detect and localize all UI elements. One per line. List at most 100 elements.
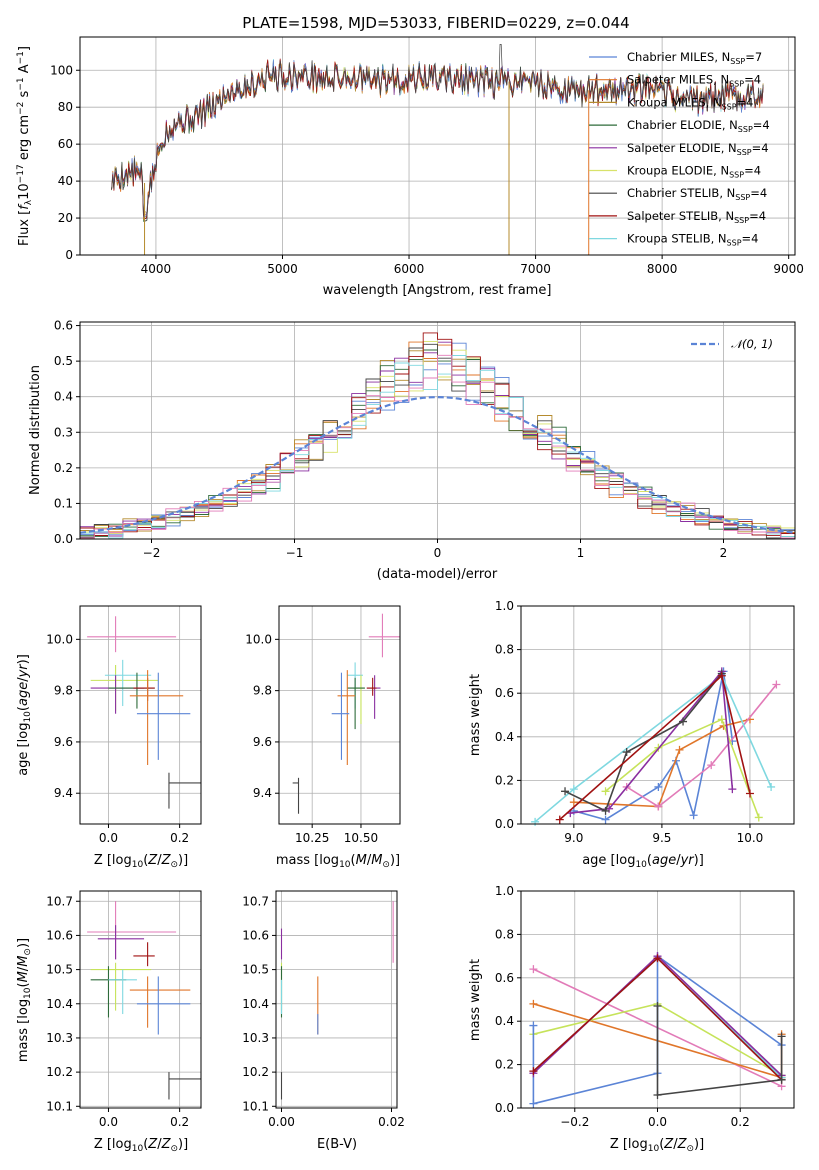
mass-vs-ebv-panel: 0.00 0.02 10.1 10.2 10.3 10.4 10.5 10.6 10.7 E(B… — [242, 890, 405, 1152]
spectrum-xlabel: wavelength [Angstrom, rest frame] — [323, 283, 552, 298]
y-tick-label: 0.6 — [54, 319, 73, 333]
data-point-marker — [675, 745, 684, 754]
error-bar-point — [90, 966, 127, 1018]
x-tick-label: 0.00 — [268, 1115, 295, 1129]
data-point-marker — [745, 789, 754, 798]
mass-z-ylabel: mass [log10(M/M⊙)] — [16, 938, 33, 1062]
x-tick-label: 6000 — [394, 262, 425, 276]
y-tick-label: 10.5 — [242, 963, 269, 977]
weight-age-ylabel: mass weight — [468, 674, 483, 756]
data-point-marker — [717, 715, 726, 724]
legend-entry: Chabrier MILES, NSSP=7 — [627, 50, 762, 66]
y-tick-label: 0.4 — [495, 730, 514, 744]
x-tick-label: 4000 — [141, 262, 172, 276]
y-tick-label: 0.6 — [495, 686, 514, 700]
error-bar-point — [129, 670, 184, 766]
data-point-marker — [728, 785, 737, 794]
y-tick-label: 20 — [58, 211, 73, 225]
y-tick-label: 9.4 — [54, 786, 73, 800]
residual-histogram-panel: −2 −1 0 1 2 0.0 0.1 0.2 0.3 0.4 0.5 0.6 (data-model… — [28, 319, 796, 582]
y-tick-label: 0.0 — [495, 817, 514, 831]
x-tick-label: 7000 — [520, 262, 551, 276]
error-bar-point — [129, 976, 191, 1028]
data-point-marker — [777, 1032, 786, 1041]
error-bar-point — [133, 942, 155, 967]
data-point-marker — [569, 785, 578, 794]
weight-age-xlabel: age [log10(age/yr)] — [582, 853, 704, 870]
y-tick-label: 9.4 — [253, 786, 272, 800]
error-bar-point — [87, 901, 177, 960]
data-point-marker — [707, 761, 716, 770]
legend-entry: Salpeter STELIB, NSSP=4 — [627, 209, 766, 225]
y-tick-label: 10.5 — [46, 963, 73, 977]
y-tick-label: 100 — [50, 63, 73, 77]
legend-entry: Chabrier ELODIE, NSSP=4 — [627, 118, 770, 134]
y-tick-label: 0.5 — [54, 354, 73, 368]
mass-weight-series — [569, 667, 737, 824]
spectrum-ylabel: Flux [fλ10−17 erg cm−2 s−1 A−1] — [16, 46, 34, 246]
y-tick-label: 10.2 — [242, 1065, 269, 1079]
weight-z-ylabel: mass weight — [468, 959, 483, 1041]
data-point-marker — [555, 815, 564, 824]
y-tick-label: 0.8 — [495, 927, 514, 941]
data-point-marker — [622, 748, 631, 757]
error-bar-point — [366, 675, 381, 719]
x-tick-label: 10.50 — [344, 831, 378, 845]
data-point-marker — [529, 999, 538, 1008]
x-tick-label: 10.0 — [737, 831, 764, 845]
data-point-marker — [601, 787, 610, 796]
data-point-marker — [653, 1002, 662, 1011]
normal-legend-label: 𝒩(0, 1) — [731, 337, 773, 351]
x-tick-label: 5000 — [267, 262, 298, 276]
weight-vs-metallicity-panel: −0.2 0.0 0.2 0.0 0.2 0.4 0.6 0.8 1.0 Z [log10(Z/… — [468, 884, 795, 1154]
weight-z-xlabel: Z [log10(Z/Z⊙)] — [610, 1137, 704, 1154]
y-tick-label: 0.4 — [54, 390, 73, 404]
y-tick-label: 10.0 — [245, 632, 272, 646]
y-tick-label: 0 — [65, 248, 73, 262]
y-tick-label: 80 — [58, 100, 73, 114]
y-tick-label: 0.3 — [54, 425, 73, 439]
y-tick-label: 1.0 — [495, 599, 514, 613]
y-tick-label: 10.3 — [46, 1031, 73, 1045]
error-bar-point — [104, 659, 152, 707]
age-z-ylabel: age [log10(age/yr)] — [16, 654, 33, 776]
figure-title: PLATE=1598, MJD=53033, FIBERID=0229, z=0… — [242, 14, 629, 32]
histogram-ylabel: Normed distribution — [28, 365, 43, 495]
data-point-marker — [529, 1021, 538, 1030]
data-point-marker — [654, 782, 663, 791]
mass-weight-series — [566, 667, 737, 818]
data-point-marker — [717, 671, 726, 680]
data-point-marker — [689, 811, 698, 820]
x-tick-label: 0 — [434, 546, 442, 560]
y-tick-label: 0.6 — [495, 971, 514, 985]
y-tick-label: 0.1 — [54, 496, 73, 510]
mass-weight-series — [601, 715, 763, 822]
residual-histogram-step — [80, 355, 795, 539]
x-tick-label: 0.2 — [731, 1115, 750, 1129]
error-bar-point — [108, 969, 137, 1015]
data-point-marker — [601, 815, 610, 824]
legend-entry: Kroupa STELIB, NSSP=4 — [627, 232, 758, 248]
y-tick-label: 9.6 — [54, 735, 73, 749]
legend-entry: Kroupa MILES, NSSP=4 — [627, 95, 753, 111]
spectrum-model-line — [111, 44, 764, 222]
y-tick-label: 10.6 — [46, 928, 73, 942]
error-bar-point — [168, 772, 201, 809]
x-tick-label: 9.0 — [564, 831, 583, 845]
data-point-marker — [561, 787, 570, 796]
spectrum-panel: 4000 5000 6000 7000 8000 9000 0 20 40 60 80 100 wav… — [16, 36, 804, 298]
normal-curve — [79, 395, 796, 534]
y-tick-label: 0.8 — [495, 643, 514, 657]
mass-weight-series — [555, 671, 754, 824]
legend-entry: Chabrier STELIB, NSSP=4 — [627, 186, 767, 202]
y-tick-label: 0.2 — [495, 773, 514, 787]
error-bar-point — [136, 976, 191, 1035]
error-bar-point — [368, 613, 400, 658]
error-bar-point — [136, 672, 191, 760]
y-tick-label: 40 — [58, 174, 73, 188]
x-tick-label: 0.0 — [648, 1115, 667, 1129]
error-bar-point — [87, 616, 177, 653]
x-tick-label: 9.5 — [652, 831, 671, 845]
mass-weight-series — [653, 1002, 786, 1099]
